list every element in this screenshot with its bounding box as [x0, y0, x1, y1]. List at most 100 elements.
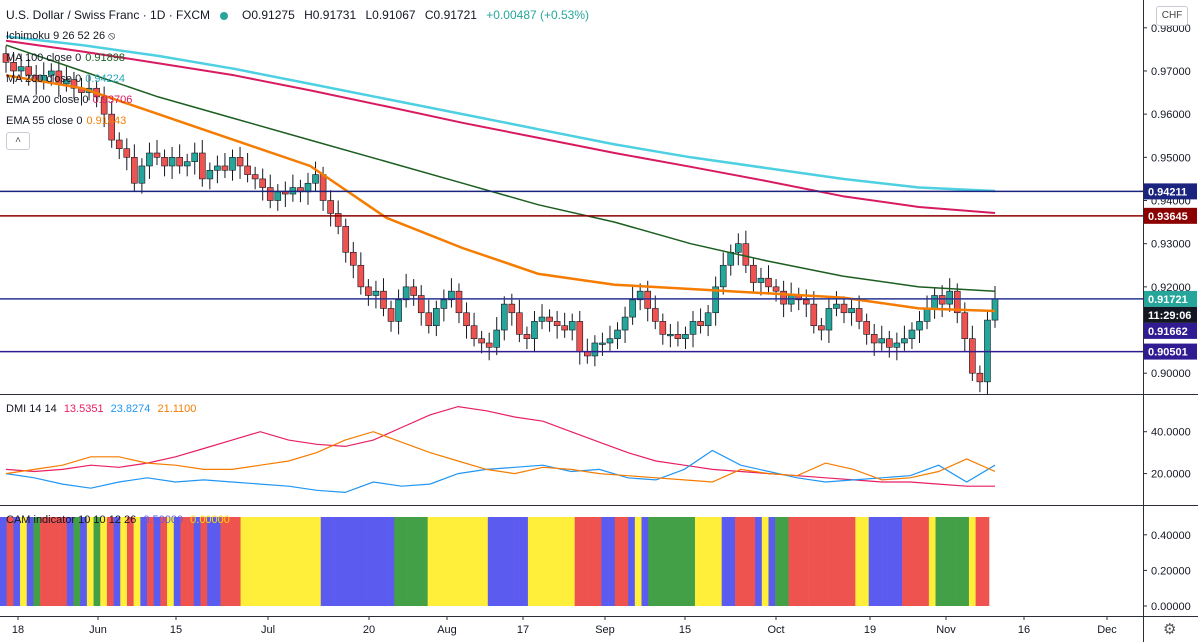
candle[interactable]	[282, 191, 289, 195]
candle[interactable]	[161, 157, 168, 167]
candle[interactable]	[455, 290, 463, 314]
candle[interactable]	[976, 372, 984, 383]
candle[interactable]	[674, 334, 682, 339]
candle[interactable]	[810, 303, 818, 327]
hidden-eye-icon[interactable]: ⦸	[108, 30, 116, 42]
candle[interactable]	[727, 252, 735, 266]
candle[interactable]	[802, 299, 810, 305]
indicator-cam[interactable]: CAM indicator 10 10 12 26 0.50000 0.0000…	[6, 514, 230, 526]
candle[interactable]	[961, 312, 969, 339]
candle[interactable]	[969, 338, 976, 374]
candle[interactable]	[32, 74, 40, 83]
candle[interactable]	[772, 286, 780, 292]
candle[interactable]	[183, 161, 191, 167]
candle[interactable]	[387, 308, 395, 322]
candle[interactable]	[818, 325, 825, 331]
candle[interactable]	[750, 264, 757, 283]
candle[interactable]	[946, 290, 954, 305]
candle[interactable]	[704, 312, 712, 327]
symbol-title[interactable]: U.S. Dollar / Swiss Franc · 1D · FXCM	[6, 8, 211, 22]
candle[interactable]	[848, 308, 855, 314]
candle[interactable]	[236, 157, 244, 167]
indicator-dmi[interactable]: DMI 14 14 13.5351 23.8274 21.1100	[6, 403, 197, 415]
indicator-ma100[interactable]: MA 100 close 0 0.91898	[6, 52, 125, 64]
candle[interactable]	[500, 303, 508, 331]
candle[interactable]	[198, 152, 206, 180]
candle[interactable]	[229, 157, 236, 171]
candle[interactable]	[433, 308, 440, 327]
candle[interactable]	[568, 321, 576, 331]
candle[interactable]	[606, 338, 614, 344]
candle[interactable]	[108, 113, 115, 141]
candle[interactable]	[938, 295, 946, 305]
candle[interactable]	[365, 286, 372, 296]
candle[interactable]	[417, 295, 425, 314]
candle[interactable]	[395, 299, 402, 322]
candle[interactable]	[787, 295, 795, 305]
indicator-ma200[interactable]: MA 200 close 0 0.94224	[6, 73, 125, 85]
candle[interactable]	[953, 290, 961, 314]
candle[interactable]	[531, 321, 538, 339]
candle[interactable]	[214, 165, 221, 171]
candle[interactable]	[833, 303, 840, 309]
candle[interactable]	[168, 157, 176, 167]
candle[interactable]	[478, 338, 485, 344]
candle[interactable]	[357, 264, 365, 288]
candle[interactable]	[931, 295, 938, 309]
currency-button[interactable]: CHF	[1156, 6, 1188, 26]
candle[interactable]	[886, 338, 893, 348]
candle[interactable]	[342, 226, 350, 253]
candle[interactable]	[319, 174, 327, 201]
candle[interactable]	[689, 321, 697, 335]
candle[interactable]	[115, 139, 123, 149]
candle[interactable]	[757, 277, 765, 283]
candle[interactable]	[131, 157, 138, 184]
candle[interactable]	[334, 213, 342, 227]
candle[interactable]	[636, 290, 644, 301]
candle[interactable]	[508, 303, 516, 314]
candle[interactable]	[47, 70, 55, 76]
indicator-ichimoku[interactable]: Ichimoku 9 26 52 26 ⦸	[6, 30, 116, 42]
candle[interactable]	[410, 286, 417, 296]
candle[interactable]	[274, 191, 282, 201]
candle[interactable]	[312, 174, 319, 184]
candle[interactable]	[402, 286, 410, 301]
candle[interactable]	[719, 264, 727, 288]
indicator-ema200[interactable]: EMA 200 close 0 0.93706	[6, 94, 133, 106]
candle[interactable]	[697, 321, 704, 327]
candle[interactable]	[614, 329, 621, 339]
indicator-ema55[interactable]: EMA 55 close 0 0.91443	[6, 115, 127, 127]
candle[interactable]	[682, 334, 689, 339]
candle[interactable]	[591, 342, 599, 357]
candle[interactable]	[206, 169, 214, 180]
candle[interactable]	[266, 187, 274, 201]
collapse-legend-button[interactable]: ˄	[6, 132, 30, 150]
candle[interactable]	[916, 321, 923, 331]
candle[interactable]	[712, 286, 719, 314]
candle[interactable]	[991, 298, 999, 321]
candle[interactable]	[516, 312, 523, 335]
candle[interactable]	[448, 290, 455, 301]
candle[interactable]	[561, 325, 568, 331]
candle[interactable]	[546, 316, 553, 322]
candle[interactable]	[735, 243, 742, 253]
candle[interactable]	[878, 338, 886, 344]
candle[interactable]	[485, 342, 493, 348]
candle[interactable]	[825, 308, 833, 331]
candle[interactable]	[870, 334, 878, 344]
candle[interactable]	[651, 308, 659, 322]
candle[interactable]	[644, 290, 652, 309]
candle[interactable]	[349, 252, 357, 266]
candle[interactable]	[667, 334, 674, 337]
gear-icon[interactable]: ⚙	[1163, 621, 1177, 638]
candle[interactable]	[463, 312, 470, 327]
candle[interactable]	[780, 290, 787, 305]
candle[interactable]	[765, 277, 772, 288]
candle[interactable]	[923, 308, 931, 322]
candle[interactable]	[523, 334, 531, 339]
candle[interactable]	[304, 182, 312, 193]
candle[interactable]	[70, 79, 78, 89]
candle[interactable]	[259, 178, 266, 188]
candle[interactable]	[380, 290, 387, 309]
